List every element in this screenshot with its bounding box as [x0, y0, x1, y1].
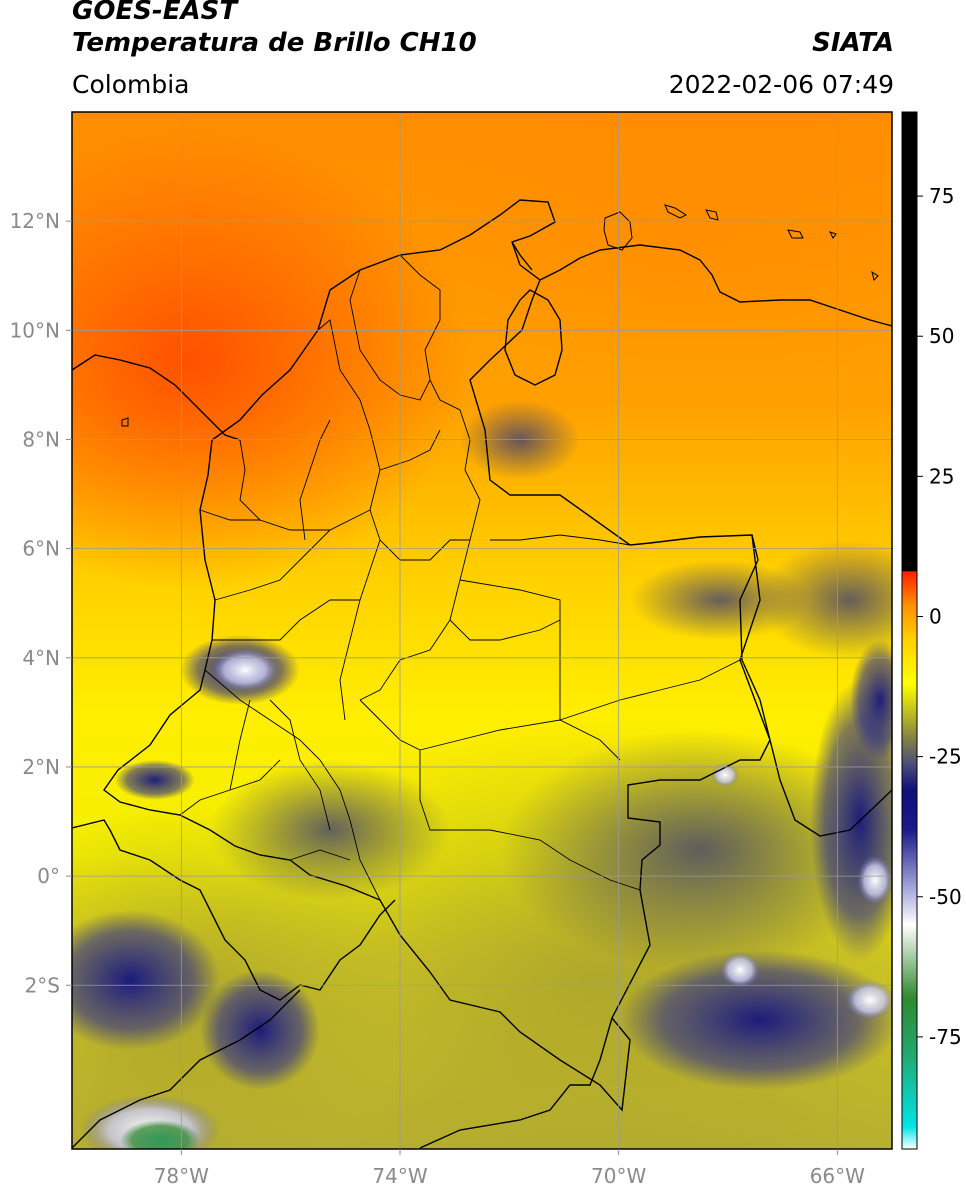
political-borders [72, 199, 892, 1149]
storm-east-edge-2 [850, 640, 892, 760]
title-line-2: Temperatura de Brillo CH10 [72, 28, 477, 58]
cold-top-southwest [120, 1120, 200, 1149]
overshoot-choco [210, 648, 280, 692]
warm-region-caribbean [72, 130, 470, 590]
cloud-north-venezuela [460, 400, 580, 480]
overshoot-vaupes [711, 763, 739, 787]
cloud-east-1 [500, 730, 892, 970]
lat-tick-label: 4°N [22, 646, 60, 670]
timestamp-label: 2022-02-06 07:49 [668, 70, 894, 99]
overshoot-east-2 [857, 855, 892, 905]
cloud-east-2 [630, 560, 810, 640]
storm-ecuador [200, 970, 320, 1090]
lake-maracaibo [504, 289, 563, 386]
overshoot-east [845, 980, 892, 1020]
region-label: Colombia [72, 70, 190, 99]
latitude-ticks: 12°N 10°N 8°N 6°N 4°N 2°N 0° 2°S [10, 209, 72, 997]
storm-ecuador-coast [72, 910, 220, 1050]
peru-brazil-border [419, 1017, 613, 1149]
colorbar-tick-label: 25 [929, 464, 954, 488]
lon-tick-label: 70°W [591, 1164, 646, 1188]
lon-tick-label: 66°W [810, 1164, 865, 1188]
lat-tick-label: 0° [37, 864, 60, 888]
storm-amazon [620, 950, 892, 1090]
colorbar-scale [901, 111, 918, 1150]
colorbar-tick-label: 75 [929, 184, 954, 208]
lon-tick-label: 78°W [154, 1164, 209, 1188]
lat-tick-label: 2°N [22, 755, 60, 779]
colorbar: 75 50 25 0 -25 -50 -75 [901, 111, 962, 1150]
lon-tick-label: 74°W [372, 1164, 427, 1188]
source-label: SIATA [812, 28, 894, 58]
panama-coast [72, 354, 241, 441]
department-borders [179, 254, 741, 901]
map-frame [71, 111, 893, 1150]
graticule [72, 112, 892, 1149]
storm-pacific [115, 760, 195, 800]
lat-tick-label: 2°S [25, 973, 60, 997]
longitude-ticks: 78°W 74°W 70°W 66°W [154, 1149, 865, 1188]
colorbar-tick-label: -25 [929, 745, 962, 769]
cloud-east-3 [760, 540, 892, 660]
peru-inner-line [72, 989, 301, 1149]
lat-tick-label: 12°N [10, 209, 60, 233]
colombia-border [103, 199, 771, 1112]
colorbar-tick-label: 0 [929, 604, 942, 628]
brightness-temperature-field [72, 112, 892, 1149]
title-line-1: GOES-EAST [72, 0, 238, 26]
colorbar-tick-label: 50 [929, 324, 954, 348]
colorbar-tick-label: -75 [929, 1025, 962, 1049]
ecuador-peru-border [72, 819, 396, 1001]
islands [121, 204, 879, 427]
overshoot-amazon [720, 952, 760, 988]
colorbar-tick-label: -50 [929, 885, 962, 909]
venezuela-coast [539, 244, 892, 327]
lat-tick-label: 10°N [10, 318, 60, 342]
lat-tick-label: 6°N [22, 537, 60, 561]
guajira-inner [511, 241, 533, 271]
lat-tick-label: 8°N [22, 427, 60, 451]
venezuela-brazil-border [739, 534, 892, 837]
